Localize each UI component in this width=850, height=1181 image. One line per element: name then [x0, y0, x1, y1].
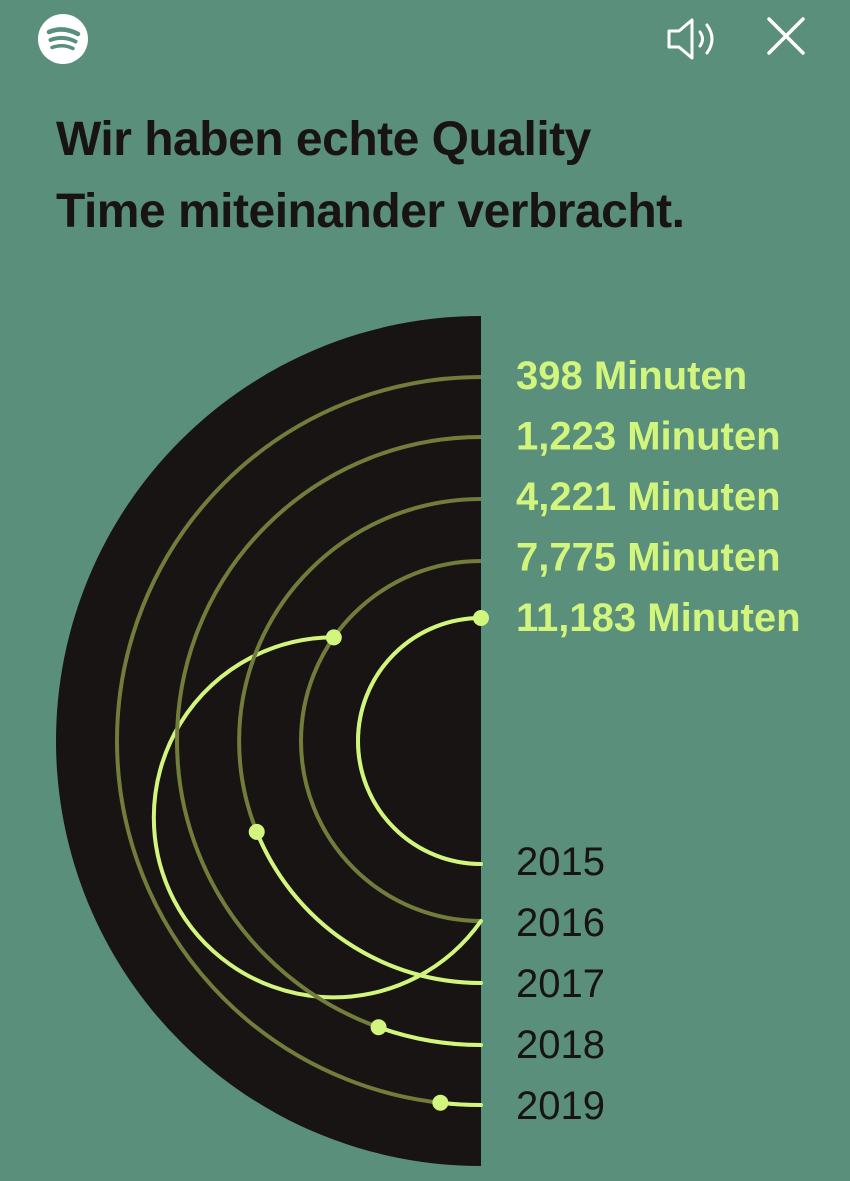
year-label-2017: 2017	[516, 962, 605, 1006]
minutes-label-2019: 11,183 Minuten	[516, 596, 801, 640]
ring-progress-2018	[151, 635, 483, 1000]
ring-dot-2019	[473, 610, 489, 626]
ring-progress-2017	[254, 829, 483, 985]
minutes-label-2015: 398 Minuten	[516, 354, 747, 398]
minutes-label-2018: 7,775 Minuten	[516, 536, 781, 580]
minutes-label-2016: 1,223 Minuten	[516, 415, 781, 459]
ring-dot-2018	[325, 629, 342, 646]
ring-track-2015	[115, 375, 482, 1107]
speaker-icon[interactable]	[664, 14, 724, 64]
year-label-2018: 2018	[516, 1023, 605, 1067]
ring-track-2018	[299, 559, 482, 923]
chart-disc	[56, 316, 481, 1166]
ring-track-2016	[175, 435, 482, 1047]
ring-progress-2016	[376, 1025, 483, 1047]
year-label-2015: 2015	[516, 840, 605, 884]
headline-line-1: Wir haben echte Quality	[56, 113, 591, 166]
year-label-2019: 2019	[516, 1084, 605, 1128]
page-title: Wir haben echte Quality Time miteinander…	[56, 104, 816, 248]
ring-dot-2015	[432, 1094, 449, 1111]
spotify-logo-icon[interactable]	[38, 14, 88, 64]
ring-progress-2019	[356, 616, 483, 866]
ring-dot-2016	[370, 1019, 387, 1036]
minutes-label-2017: 4,221 Minuten	[516, 475, 781, 519]
headline-line-2: Time miteinander verbracht.	[56, 185, 685, 238]
year-label-2016: 2016	[516, 901, 605, 945]
ring-dot-2017	[248, 823, 265, 840]
close-icon[interactable]	[764, 14, 808, 58]
